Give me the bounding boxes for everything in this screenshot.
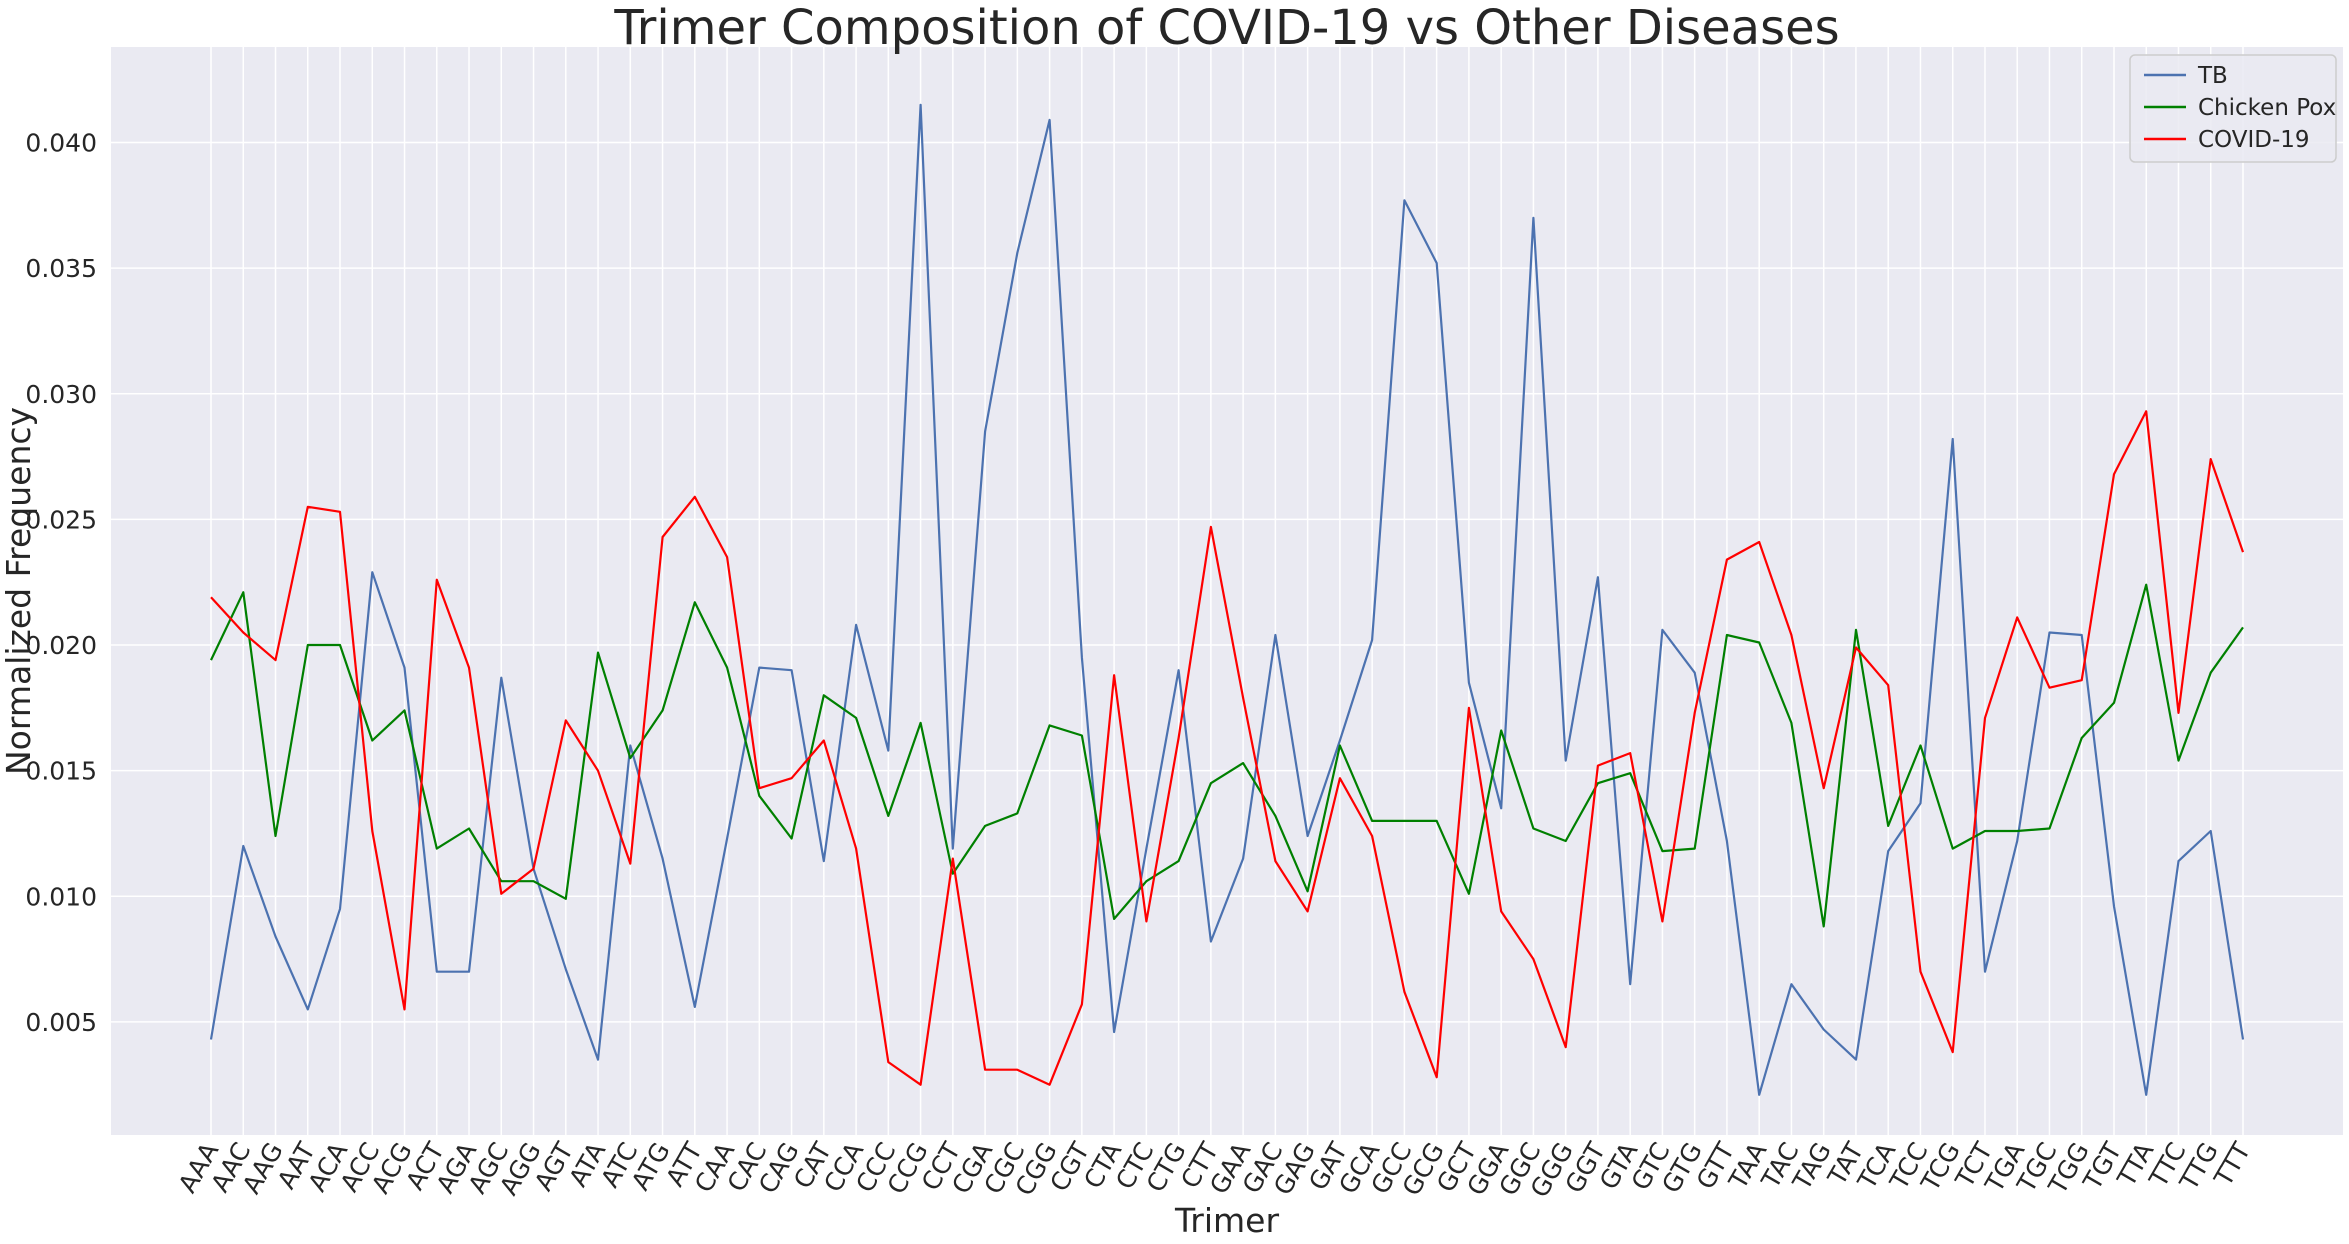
legend-label: COVID-19 — [2198, 127, 2310, 153]
series-layer — [209, 103, 2245, 1096]
y-tick-label: 0.025 — [25, 505, 97, 534]
y-tick-label: 0.030 — [25, 380, 97, 409]
legend-box — [2129, 54, 2337, 163]
x-tick-label: TTT — [2208, 1137, 2256, 1192]
chart-title: Trimer Composition of COVID-19 vs Other … — [613, 0, 1839, 56]
x-axis-label: Trimer — [1174, 1201, 1279, 1240]
y-tick-label: 0.035 — [25, 254, 97, 283]
y-tick-labels: 0.005 0.010 0.015 0.020 0.025 0.030 0.035 0.040 — [25, 128, 97, 1036]
y-tick-label: 0.005 — [25, 1008, 97, 1037]
y-tick-label: 0.040 — [25, 128, 97, 157]
y-tick-label: 0.020 — [25, 631, 97, 660]
legend[interactable]: TB Chicken Pox COVID-19 — [2129, 54, 2337, 163]
series-line-chicken-pox[interactable] — [210, 583, 2244, 928]
series-line-covid-19[interactable] — [210, 410, 2245, 1086]
legend-label: Chicken Pox — [2198, 95, 2336, 121]
y-tick-label: 0.010 — [25, 882, 97, 911]
plot-area — [111, 47, 2343, 1135]
legend-label: TB — [2197, 63, 2228, 89]
y-tick-label: 0.015 — [25, 757, 97, 786]
y-axis-label: Normalized Frequency — [0, 407, 38, 775]
x-tick-labels: AAAAACAAGAATACAACCACGACTAGAAGCAGGAGTATAA… — [173, 1137, 2257, 1202]
